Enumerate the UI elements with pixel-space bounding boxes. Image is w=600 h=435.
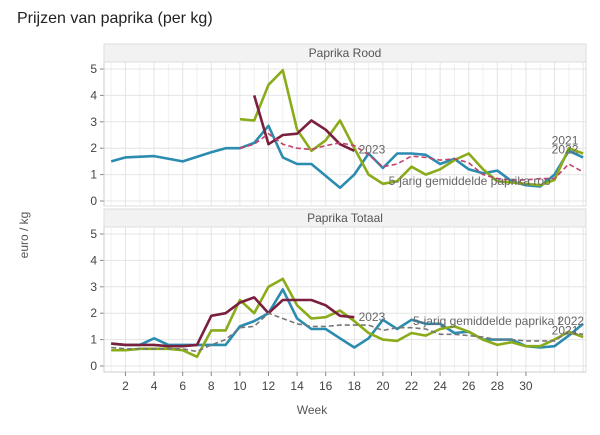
x-tick-label: 2 <box>122 379 129 393</box>
x-tick-label: 14 <box>290 379 304 393</box>
x-tick-label: 6 <box>179 379 186 393</box>
y-tick-label: 3 <box>90 280 97 294</box>
series-annotation: 2021 <box>552 323 579 337</box>
series-annotation: 2023 <box>359 143 386 157</box>
y-tick-label: 0 <box>90 359 97 373</box>
x-tick-label: 16 <box>319 379 333 393</box>
x-tick-label: 28 <box>491 379 505 393</box>
x-tick-label: 12 <box>262 379 276 393</box>
x-tick-label: 20 <box>376 379 390 393</box>
series-annotation: 2023 <box>359 310 386 324</box>
y-tick-label: 4 <box>90 88 97 102</box>
panel-strip-label: Paprika Rood <box>309 46 382 60</box>
series-line-2023 <box>111 296 355 348</box>
series-annotation: 2021 <box>552 133 579 147</box>
y-tick-label: 0 <box>90 194 97 208</box>
y-tick-label: 2 <box>90 141 97 155</box>
y-tick-label: 5 <box>90 62 97 76</box>
series-annotation: 2022 <box>552 143 579 157</box>
chart-title: Prijzen van paprika (per kg) <box>17 10 213 27</box>
series-line-2023 <box>252 95 355 152</box>
panel-background <box>103 226 587 373</box>
x-tick-label: 22 <box>405 379 419 393</box>
x-axis-label: Week <box>296 403 328 417</box>
x-tick-label: 8 <box>208 379 215 393</box>
panel-strip-label: Paprika Totaal <box>307 211 383 225</box>
series-line-2022 <box>239 69 584 187</box>
series-annotation: 5-jarig gemiddelde paprika t <box>413 314 562 328</box>
x-tick-label: 26 <box>462 379 476 393</box>
x-tick-label: 30 <box>519 379 533 393</box>
x-tick-label: 10 <box>233 379 247 393</box>
y-tick-label: 3 <box>90 115 97 129</box>
series-line-avg_totaal <box>111 312 584 353</box>
series-annotation: 5-jarig gemiddelde paprika roo <box>389 174 551 188</box>
y-tick-label: 1 <box>90 333 97 347</box>
y-tick-label: 5 <box>90 227 97 241</box>
x-tick-label: 24 <box>433 379 447 393</box>
y-tick-label: 4 <box>90 253 97 267</box>
series-annotation: 2022 <box>557 314 584 328</box>
y-tick-label: 2 <box>90 306 97 320</box>
series-line-avg_rood <box>239 132 584 181</box>
y-tick-label: 1 <box>90 168 97 182</box>
x-tick-label: 18 <box>348 379 362 393</box>
x-tick-label: 4 <box>151 379 158 393</box>
